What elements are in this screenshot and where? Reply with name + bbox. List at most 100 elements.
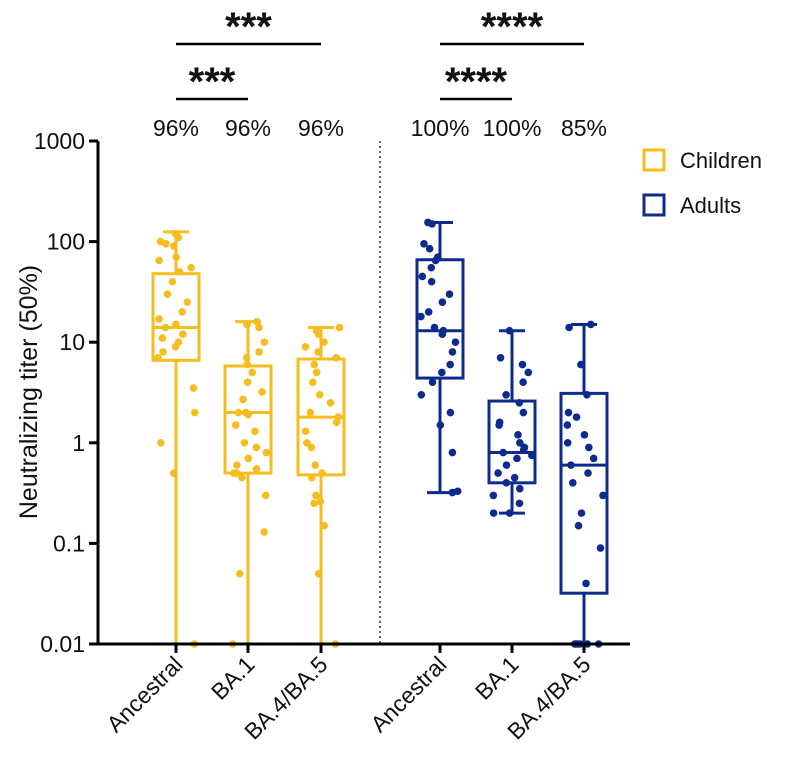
legend-swatch-adults: [642, 193, 666, 217]
data-point: [424, 308, 433, 316]
data-point: [574, 521, 583, 530]
y-tick-label: 0.01: [40, 631, 85, 657]
data-point: [587, 320, 595, 329]
data-point: [436, 421, 445, 429]
data-point: [448, 348, 457, 356]
data-point: [235, 569, 244, 578]
data-point: [163, 290, 172, 299]
data-point: [420, 240, 428, 248]
significance-stars: ****: [445, 60, 508, 104]
data-point: [252, 465, 261, 473]
y-tick-label: 1000: [34, 128, 85, 154]
data-point: [577, 509, 586, 517]
data-point: [438, 368, 446, 377]
x-tick-label: Ancestral: [365, 651, 451, 737]
data-point: [243, 360, 251, 369]
data-point: [183, 298, 192, 306]
data-point: [172, 320, 180, 329]
data-point: [515, 398, 524, 407]
x-tick-label: BA.1: [206, 651, 260, 705]
axes: 0.01 0.1 1 10 100 1000: [34, 128, 630, 657]
data-point: [301, 343, 310, 351]
data-point: [568, 479, 577, 487]
percent-label: 100%: [483, 115, 542, 141]
data-point: [567, 461, 575, 469]
data-point: [513, 454, 521, 463]
data-point: [178, 308, 187, 316]
data-point: [260, 338, 269, 347]
percent-labels: 96% 96% 96% 100% 100% 85%: [153, 115, 607, 141]
data-point: [445, 290, 454, 299]
y-tick-label: 0.1: [53, 530, 85, 556]
data-point: [438, 298, 447, 306]
data-point: [451, 338, 460, 347]
data-point: [502, 391, 510, 399]
data-point: [159, 348, 167, 356]
data-point: [563, 439, 572, 447]
data-point: [448, 488, 457, 497]
data-point: [244, 454, 253, 463]
data-point: [251, 427, 259, 436]
legend: Children Adults: [642, 148, 762, 218]
legend-swatch-children: [642, 148, 666, 172]
data-point: [233, 461, 241, 469]
data-point: [431, 256, 440, 265]
data-point: [261, 491, 270, 500]
data-point: [231, 421, 240, 429]
data-point: [316, 497, 325, 506]
data-point: [528, 451, 536, 460]
box-iqr: [151, 272, 201, 362]
data-point: [489, 509, 498, 517]
data-point: [425, 244, 434, 253]
data-point: [255, 348, 263, 356]
data-point: [314, 569, 323, 578]
data-point: [589, 454, 598, 463]
data-point: [320, 338, 328, 347]
data-point: [248, 368, 257, 377]
data-point: [515, 484, 524, 493]
data-point: [155, 256, 163, 265]
x-tick-labels: Ancestral BA.1BA.4/BA.5 Ancestral BA.1BA.4/…: [101, 651, 595, 744]
significance-stars: ****: [481, 5, 544, 49]
significance-stars: ***: [225, 5, 272, 49]
data-point: [243, 378, 252, 387]
percent-label: 100%: [411, 115, 470, 141]
data-point: [307, 443, 316, 452]
data-point: [510, 473, 519, 482]
data-point: [499, 448, 507, 457]
data-point: [332, 353, 341, 362]
box-adults-ancestral: [415, 218, 465, 497]
data-point: [502, 479, 511, 487]
box-children-ancestral: [151, 229, 201, 648]
box-adults-ba-1: [487, 326, 537, 517]
data-point: [514, 431, 522, 439]
y-tick-label: 10: [59, 329, 85, 355]
data-point: [301, 427, 310, 436]
data-point: [519, 378, 527, 387]
data-point: [496, 353, 505, 362]
data-point: [438, 330, 447, 339]
percent-label: 96%: [153, 115, 199, 141]
data-point: [179, 330, 187, 339]
data-point: [489, 491, 498, 500]
data-point: [519, 446, 528, 454]
data-point: [155, 315, 163, 323]
data-point: [417, 312, 425, 321]
data-point: [161, 323, 170, 332]
data-point: [310, 360, 319, 369]
data-point: [446, 408, 455, 417]
data-point: [258, 388, 266, 396]
data-point: [262, 448, 271, 457]
data-point: [157, 439, 165, 447]
data-point: [260, 528, 269, 536]
data-point: [255, 323, 263, 332]
data-point: [572, 413, 581, 421]
x-tick-label: BA.1: [470, 651, 524, 705]
data-point: [312, 491, 320, 500]
data-point: [318, 469, 326, 477]
data-point: [584, 469, 592, 477]
data-point: [596, 544, 605, 552]
y-tick-label: 100: [47, 229, 85, 255]
data-point: [583, 391, 591, 399]
